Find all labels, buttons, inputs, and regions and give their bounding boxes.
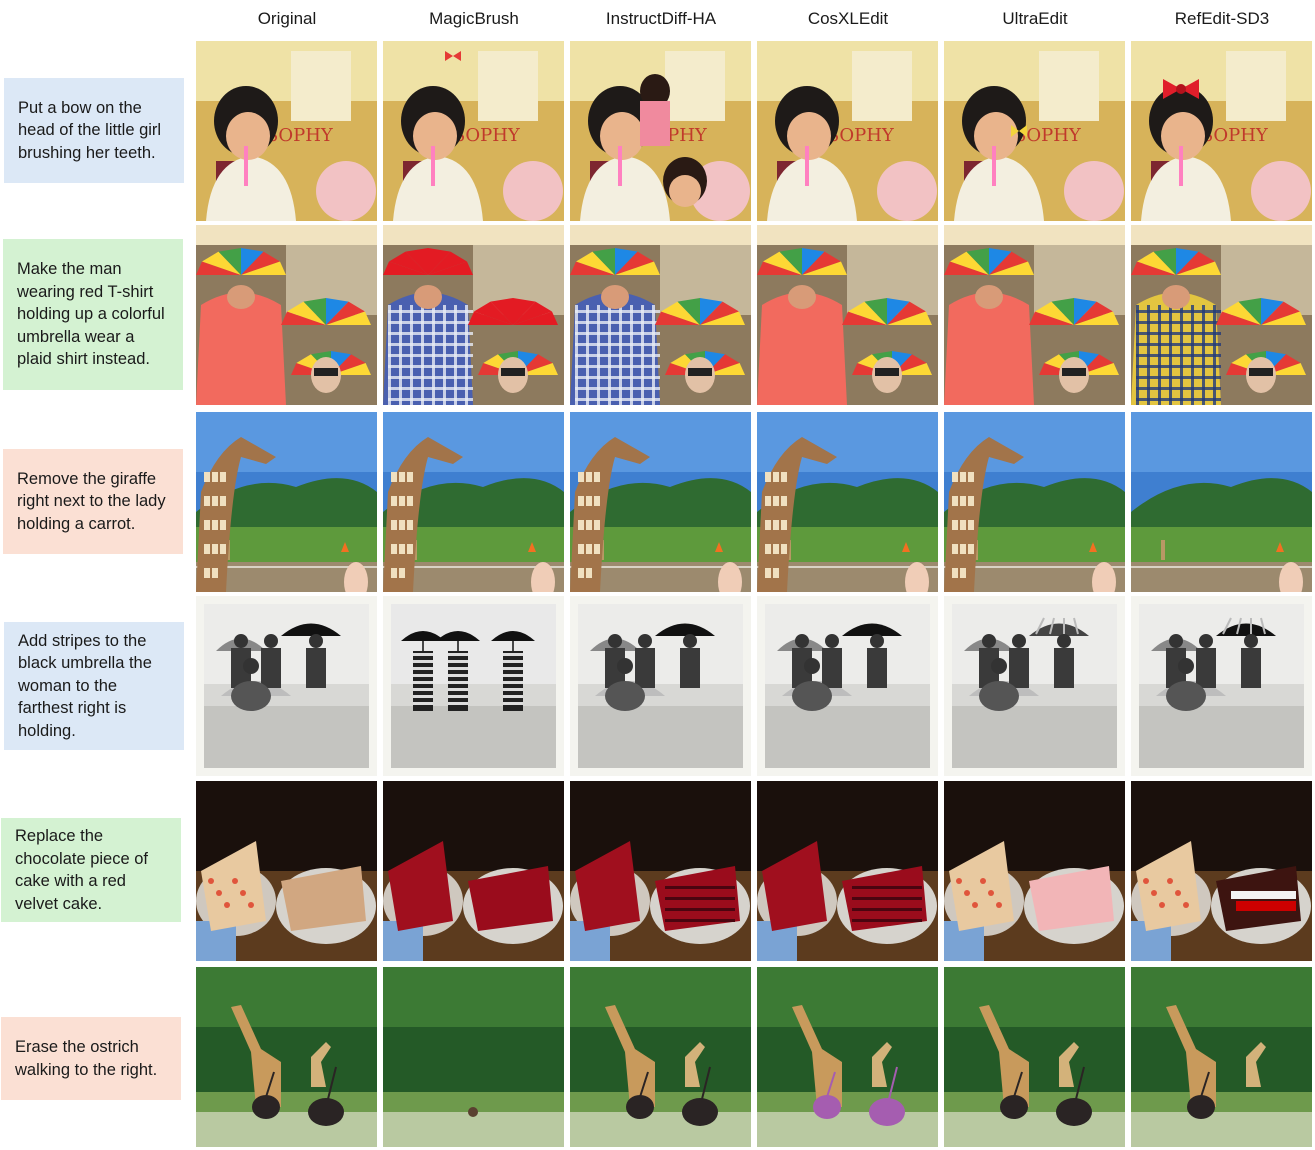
prompt-text: Put a bow on the head of the little girl… (18, 98, 162, 162)
image-umbrella-refedit-sd3 (1131, 225, 1312, 405)
image-ostrich-ultraedit (944, 967, 1125, 1147)
image-ostrich-instructdiff-ha (570, 967, 751, 1147)
image-girl-instructdiff-ha: SOPHY (570, 41, 751, 221)
image-cake-cosxledit (757, 781, 938, 961)
image-beach-refedit-sd3 (1131, 596, 1312, 776)
image-cake-instructdiff-ha (570, 781, 751, 961)
image-giraffe-cosxledit (757, 412, 938, 592)
image-umbrella-original (196, 225, 377, 405)
image-cake-refedit-sd3 (1131, 781, 1312, 961)
image-cake-original (196, 781, 377, 961)
image-umbrella-magicbrush (383, 225, 564, 405)
prompt-row-3: Remove the giraffe right next to the lad… (3, 449, 183, 554)
prompt-row-6: Erase the ostrich walking to the right. (1, 1017, 181, 1100)
image-girl-refedit-sd3: SOPHY (1131, 41, 1312, 221)
image-umbrella-instructdiff-ha (570, 225, 751, 405)
image-ostrich-cosxledit (757, 967, 938, 1147)
svg-text:SOPHY: SOPHY (266, 125, 334, 146)
image-beach-cosxledit (757, 596, 938, 776)
image-girl-ultraedit: SOPHY (944, 41, 1125, 221)
column-header-instructdiff-ha: InstructDiff-HA (605, 9, 717, 28)
image-umbrella-cosxledit (757, 225, 938, 405)
prompt-text: Replace the chocolate piece of cake with… (15, 827, 149, 913)
image-beach-instructdiff-ha (570, 596, 751, 776)
image-giraffe-instructdiff-ha (570, 412, 751, 592)
image-cake-ultraedit (944, 781, 1125, 961)
image-umbrella-ultraedit (944, 225, 1125, 405)
image-beach-magicbrush (383, 596, 564, 776)
svg-text:SOPHY: SOPHY (453, 125, 521, 146)
column-header-ultraedit: UltraEdit (1002, 9, 1068, 28)
column-header-refedit-sd3: RefEdit-SD3 (1174, 9, 1270, 28)
image-ostrich-magicbrush (383, 967, 564, 1147)
image-beach-ultraedit (944, 596, 1125, 776)
svg-text:SOPHY: SOPHY (827, 125, 895, 146)
prompt-text: Remove the giraffe right next to the lad… (17, 469, 166, 533)
image-girl-magicbrush: SOPHY (383, 41, 564, 221)
prompt-text: Make the man wearing red T-shirt holding… (17, 260, 165, 369)
image-giraffe-magicbrush (383, 412, 564, 592)
image-girl-original: SOPHY (196, 41, 377, 221)
svg-text:SOPHY: SOPHY (1201, 125, 1269, 146)
prompt-row-1: Put a bow on the head of the little girl… (4, 78, 184, 183)
prompt-row-2: Make the man wearing red T-shirt holding… (3, 239, 183, 390)
image-girl-cosxledit: SOPHY (757, 41, 938, 221)
column-header-original: Original (257, 9, 317, 28)
svg-text:SOPHY: SOPHY (1014, 125, 1082, 146)
column-header-cosxledit: CosXLEdit (807, 9, 889, 28)
image-ostrich-refedit-sd3 (1131, 967, 1312, 1147)
prompt-row-5: Replace the chocolate piece of cake with… (1, 818, 181, 922)
image-beach-original (196, 596, 377, 776)
image-giraffe-ultraedit (944, 412, 1125, 592)
column-header-magicbrush: MagicBrush (429, 9, 519, 28)
prompt-row-4: Add stripes to the black umbrella the wo… (4, 622, 184, 750)
prompt-text: Erase the ostrich walking to the right. (15, 1038, 158, 1079)
prompt-text: Add stripes to the black umbrella the wo… (18, 631, 152, 740)
image-ostrich-original (196, 967, 377, 1147)
image-cake-magicbrush (383, 781, 564, 961)
image-giraffe-original (196, 412, 377, 592)
image-giraffe-refedit-sd3 (1131, 412, 1312, 592)
